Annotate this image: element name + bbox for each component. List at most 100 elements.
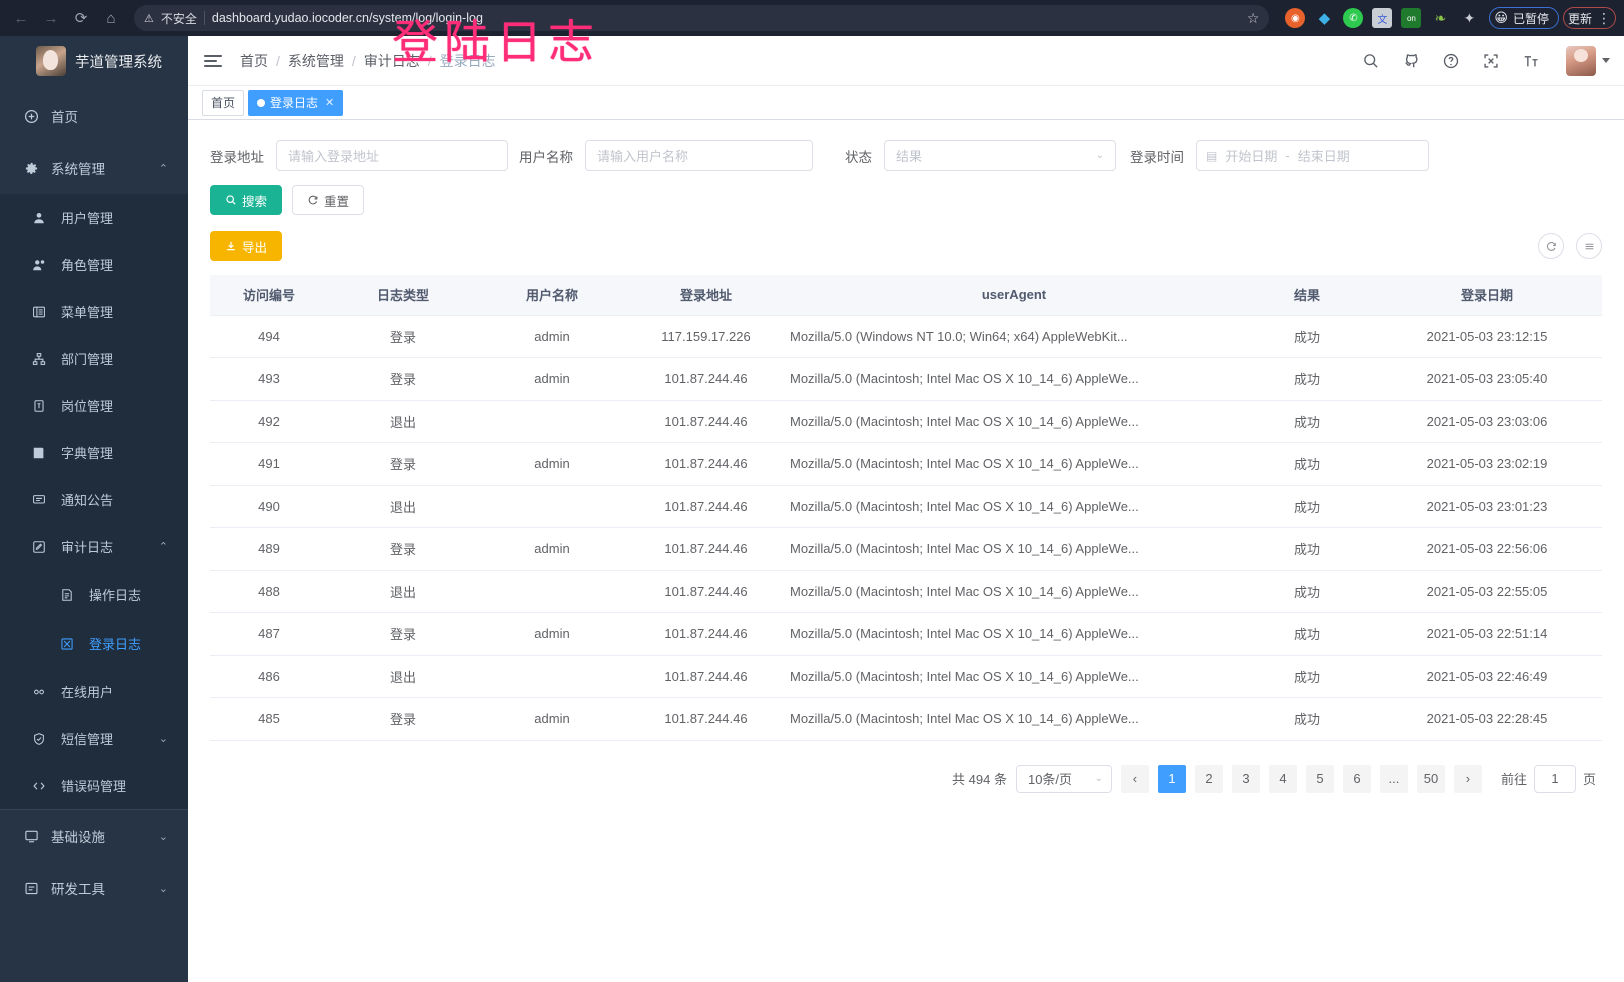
sidebar-item-dict-mgmt[interactable]: 字典管理 — [0, 429, 188, 476]
plant-ext-icon[interactable]: ❧ — [1434, 9, 1447, 26]
pagination-page-50[interactable]: 50 — [1416, 764, 1445, 793]
breadcrumb-separator: / — [427, 52, 432, 69]
table-row[interactable]: 492 退出 101.87.244.46 Mozilla/5.0 (Macintosh… — [210, 400, 1602, 443]
col-header-user[interactable]: 用户名称 — [478, 275, 626, 316]
cell-user — [478, 485, 626, 528]
hamburger-icon[interactable] — [204, 54, 222, 67]
status-select[interactable]: 结果 ⌄ — [884, 140, 1116, 171]
update-chip[interactable]: 更新 ⋮ — [1562, 7, 1616, 29]
table-row[interactable]: 491 登录 admin 101.87.244.46 Mozilla/5.0 (Maci… — [210, 442, 1602, 486]
sidebar-item-error-code[interactable]: 错误码管理 — [0, 762, 188, 809]
help-icon[interactable] — [1442, 52, 1460, 70]
sidebar-item-role-mgmt[interactable]: 角色管理 — [0, 241, 188, 288]
breadcrumb-item-home[interactable]: 首页 — [240, 52, 268, 69]
puzzle-ext-icon[interactable]: ✦ — [1463, 9, 1476, 26]
sidebar-item-post-mgmt[interactable]: 岗位管理 — [0, 382, 188, 429]
search-icon[interactable] — [1362, 52, 1380, 70]
github-icon[interactable] — [1402, 52, 1420, 70]
cell-date: 2021-05-03 22:28:45 — [1372, 697, 1602, 741]
kebab-menu-icon[interactable]: ⋮ — [1597, 10, 1611, 26]
col-header-id[interactable]: 访问编号 — [210, 275, 328, 316]
avatar-menu[interactable] — [1566, 45, 1610, 76]
sidebar-item-notice[interactable]: 通知公告 — [0, 476, 188, 523]
cell-user: admin — [478, 697, 626, 741]
browser-toolbar: ← → ⟳ ⌂ ⚠ 不安全 dashboard.yudao.iocoder.cn… — [0, 0, 1624, 36]
close-icon[interactable]: ✕ — [325, 97, 335, 109]
cell-useragent: Mozilla/5.0 (Macintosh; Intel Mac OS X 1… — [786, 527, 1242, 571]
jump-page-input[interactable]: 1 — [1533, 764, 1576, 793]
pagination-page-5[interactable]: 5 — [1305, 764, 1334, 793]
pagination-page-6[interactable]: 6 — [1342, 764, 1371, 793]
columns-settings-icon[interactable] — [1576, 233, 1602, 259]
sidebar-item-menu-mgmt[interactable]: 菜单管理 — [0, 288, 188, 335]
home-icon[interactable]: ⌂ — [106, 9, 116, 27]
login-address-input[interactable]: 请输入登录地址 — [276, 140, 508, 171]
table-row[interactable]: 485 登录 admin 101.87.244.46 Mozilla/5.0 (Maci… — [210, 697, 1602, 741]
paused-chip[interactable]: 😀 已暂停 — [1489, 7, 1559, 29]
username-input[interactable]: 请输入用户名称 — [585, 140, 813, 171]
tag-login-log[interactable]: 登录日志 ✕ — [248, 89, 344, 116]
tag-home[interactable]: 首页 — [202, 89, 245, 116]
table-row[interactable]: 494 登录 admin 117.159.17.226 Mozilla/5.0 (Win… — [210, 315, 1602, 358]
search-button[interactable]: 搜索 — [210, 185, 283, 215]
firefox-ext-icon[interactable]: ◉ — [1285, 8, 1306, 28]
sidebar-item-system[interactable]: 系统管理 ⌃ — [0, 142, 188, 194]
table-row[interactable]: 493 登录 admin 101.87.244.46 Mozilla/5.0 (Maci… — [210, 357, 1602, 401]
breadcrumb-item-system[interactable]: 系统管理 — [287, 52, 344, 69]
sidebar-item-user-mgmt[interactable]: 用户管理 — [0, 194, 188, 241]
url-text: dashboard.yudao.iocoder.cn/system/log/lo… — [211, 11, 483, 25]
pagination-page-2[interactable]: 2 — [1194, 764, 1223, 793]
sidebar-item-online-user[interactable]: 在线用户 — [0, 668, 188, 715]
pagination-page-4[interactable]: 4 — [1268, 764, 1297, 793]
sidebar-item-sms-mgmt[interactable]: 短信管理 ⌄ — [0, 715, 188, 762]
pagination-next[interactable]: › — [1453, 764, 1482, 793]
forward-arrow-icon[interactable]: → — [43, 9, 59, 27]
back-arrow-icon[interactable]: ← — [13, 9, 29, 27]
translate-ext-icon[interactable]: 文 — [1372, 8, 1393, 28]
diamond-ext-icon[interactable]: ◆ — [1318, 10, 1331, 27]
address-bar[interactable]: ⚠ 不安全 dashboard.yudao.iocoder.cn/system/… — [134, 5, 1270, 31]
pagination-page-1[interactable]: 1 — [1157, 764, 1186, 793]
sidebar-item-infrastructure[interactable]: 基础设施 ⌄ — [0, 810, 188, 862]
col-header-address[interactable]: 登录地址 — [626, 275, 786, 316]
table-row[interactable]: 487 登录 admin 101.87.244.46 Mozilla/5.0 (Maci… — [210, 612, 1602, 656]
pagination-prev[interactable]: ‹ — [1120, 764, 1149, 793]
table-header-row: 访问编号 日志类型 用户名称 登录地址 userAgent 结果 登录日期 — [210, 275, 1602, 316]
breadcrumb-item-audit[interactable]: 审计日志 — [363, 52, 420, 69]
col-header-type[interactable]: 日志类型 — [328, 275, 478, 316]
col-header-result[interactable]: 结果 — [1242, 275, 1372, 316]
sidebar-item-label: 岗位管理 — [61, 399, 114, 414]
table-row[interactable]: 486 退出 101.87.244.46 Mozilla/5.0 (Macintosh… — [210, 655, 1602, 698]
navbar-actions — [1362, 45, 1610, 76]
login-time-daterange[interactable]: ▤ 开始日期 - 结束日期 — [1196, 140, 1429, 171]
table-row[interactable]: 488 退出 101.87.244.46 Mozilla/5.0 (Macintosh… — [210, 570, 1602, 613]
video-ext-icon[interactable]: on — [1401, 8, 1422, 28]
cell-address: 101.87.244.46 — [626, 400, 786, 443]
reset-button[interactable]: 重置 — [292, 185, 365, 215]
sidebar-item-login-log[interactable]: 登录日志 — [0, 619, 188, 668]
col-header-date[interactable]: 登录日期 — [1372, 275, 1602, 316]
table-row[interactable]: 490 退出 101.87.244.46 Mozilla/5.0 (Macintosh… — [210, 485, 1602, 528]
whatsapp-ext-icon[interactable]: ✆ — [1343, 8, 1364, 28]
cell-type: 登录 — [328, 357, 478, 401]
page-size-select[interactable]: 10条/页 ⌄ — [1015, 764, 1112, 793]
col-header-useragent[interactable]: userAgent — [786, 275, 1242, 316]
table-row[interactable]: 489 登录 admin 101.87.244.46 Mozilla/5.0 (Maci… — [210, 527, 1602, 571]
cell-id: 492 — [210, 400, 328, 443]
refresh-circle-icon[interactable] — [1538, 233, 1564, 259]
font-size-icon[interactable] — [1522, 52, 1540, 70]
sidebar-item-dev-tools[interactable]: 研发工具 ⌄ — [0, 862, 188, 914]
pagination-page-3[interactable]: 3 — [1231, 764, 1260, 793]
sidebar-item-operation-log[interactable]: 操作日志 — [0, 570, 188, 619]
sidebar-item-dept-mgmt[interactable]: 部门管理 — [0, 335, 188, 382]
cell-useragent: Mozilla/5.0 (Macintosh; Intel Mac OS X 1… — [786, 697, 1242, 741]
sidebar-item-audit-log[interactable]: 审计日志 ⌃ — [0, 523, 188, 570]
sidebar-logo[interactable]: 芋道管理系统 — [0, 36, 188, 86]
cell-id: 490 — [210, 485, 328, 528]
sidebar-item-home[interactable]: 首页 — [0, 90, 188, 142]
pagination-ellipsis[interactable]: ... — [1379, 764, 1408, 793]
export-button[interactable]: 导出 — [210, 231, 283, 261]
star-icon[interactable]: ☆ — [1246, 9, 1260, 26]
fullscreen-icon[interactable] — [1482, 52, 1500, 70]
reload-icon[interactable]: ⟳ — [74, 10, 88, 27]
